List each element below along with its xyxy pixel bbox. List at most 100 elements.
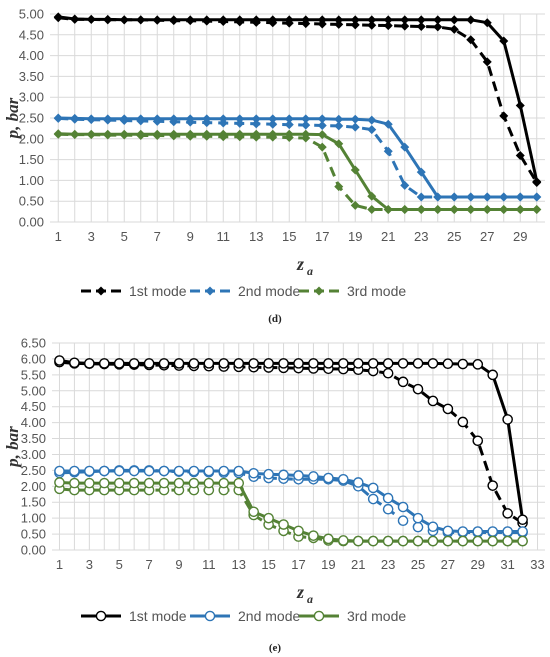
data-point (449, 192, 459, 202)
y-tick-label: 4.00 (21, 415, 46, 430)
data-point (457, 535, 469, 547)
x-tick-label: 33 (530, 557, 544, 572)
data-point (472, 535, 484, 547)
data-point (143, 465, 155, 477)
x-tick-label: 25 (447, 229, 461, 244)
data-point (293, 358, 304, 369)
data-point (472, 435, 484, 447)
data-point (412, 521, 424, 533)
data-point (382, 492, 394, 504)
data-point (301, 114, 311, 124)
data-point (323, 533, 334, 545)
data-point (433, 15, 443, 25)
x-tick-label: 21 (381, 229, 395, 244)
data-point (416, 15, 426, 25)
vertical-gridlines (58, 343, 539, 550)
series-2 (54, 465, 528, 538)
data-point (158, 358, 170, 369)
x-tick-label: 11 (217, 229, 231, 244)
data-point (427, 395, 439, 407)
data-point (482, 205, 492, 215)
x-tick-label: 19 (321, 557, 335, 572)
data-point (86, 129, 96, 139)
x-tick-label: 15 (261, 557, 275, 572)
x-tick-label: 9 (175, 557, 182, 572)
data-point (427, 521, 439, 533)
data-point (128, 465, 140, 477)
series-line-dashed (59, 360, 524, 525)
y-tick-label: 4.50 (19, 27, 44, 42)
legend-label: 3rd mode (347, 608, 406, 624)
data-point (251, 114, 261, 124)
data-point (218, 129, 228, 139)
legend-label: 3rd mode (347, 283, 406, 299)
data-point (53, 113, 63, 123)
x-tick-label: 29 (513, 229, 527, 244)
legend-marker (205, 286, 215, 296)
x-tick-label: 15 (282, 229, 296, 244)
data-point (248, 506, 259, 518)
x-axis-label: z (296, 582, 304, 602)
data-point (487, 480, 499, 491)
y-tick-label: 1.50 (21, 495, 46, 510)
data-point (400, 21, 410, 31)
data-point (466, 205, 476, 215)
x-tick-label: 17 (291, 557, 305, 572)
data-point (482, 57, 492, 67)
data-point (235, 15, 245, 25)
x-tick-label: 17 (315, 229, 329, 244)
y-tick-label: 3.50 (21, 431, 46, 446)
series-line-solid (58, 15, 539, 182)
x-axis-label-subscript: a (307, 264, 313, 278)
data-point (158, 477, 170, 489)
data-point (143, 477, 155, 489)
horizontal-gridlines (52, 342, 545, 551)
data-point (268, 129, 278, 139)
data-point (84, 465, 95, 477)
data-point (54, 477, 65, 488)
y-tick-label: 5.00 (21, 383, 46, 398)
data-point (517, 514, 528, 526)
data-point (499, 205, 509, 215)
data-point (350, 15, 360, 25)
data-point (235, 118, 245, 128)
data-point (233, 465, 245, 477)
data-point (515, 205, 525, 215)
data-point (532, 192, 542, 202)
data-point (233, 477, 245, 489)
data-point (278, 469, 289, 481)
x-tick-label: 29 (471, 557, 485, 572)
data-point (367, 205, 377, 215)
data-point (323, 472, 334, 484)
x-tick-label: 27 (441, 557, 455, 572)
legend: 1st mode 2nd mode 3rd mode (81, 608, 406, 624)
x-axis-label: z (296, 254, 304, 274)
data-point (442, 535, 454, 547)
data-point (86, 14, 96, 24)
y-axis-label: p, bar (3, 426, 22, 469)
data-point (128, 358, 140, 369)
data-point (442, 403, 454, 415)
data-point (248, 358, 259, 369)
x-tick-label: 5 (121, 229, 128, 244)
data-point (383, 205, 393, 215)
y-tick-label: 2.50 (21, 463, 46, 478)
data-point (308, 530, 319, 541)
data-point (502, 535, 513, 547)
data-point (352, 535, 364, 547)
data-point (427, 535, 439, 547)
data-point (188, 358, 200, 369)
data-point (499, 36, 509, 46)
data-point (308, 358, 319, 369)
x-tick-label: 7 (154, 229, 161, 244)
data-point (185, 129, 195, 139)
data-point (482, 192, 492, 202)
data-point (263, 512, 274, 524)
data-point (457, 526, 469, 537)
x-tick-label: 23 (381, 557, 395, 572)
data-point (532, 205, 542, 215)
data-point (98, 358, 110, 369)
horizontal-gridlines (50, 13, 545, 223)
data-point (367, 115, 377, 125)
data-point (334, 121, 344, 131)
